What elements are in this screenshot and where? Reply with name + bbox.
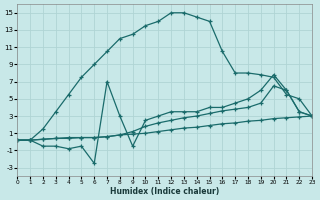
X-axis label: Humidex (Indice chaleur): Humidex (Indice chaleur) [110,187,219,196]
